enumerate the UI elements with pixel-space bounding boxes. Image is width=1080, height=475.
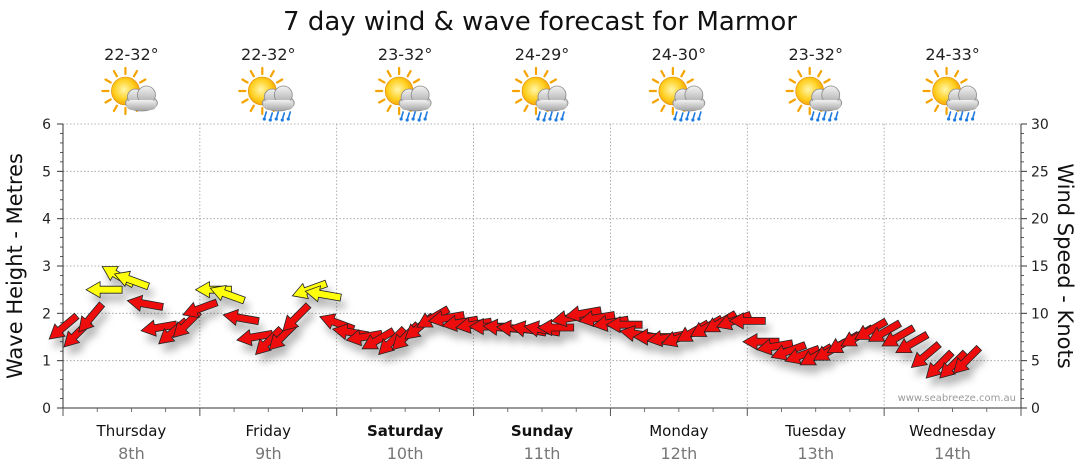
left-tick-label: 5 — [42, 164, 51, 180]
left-tick-label: 1 — [42, 354, 51, 370]
right-tick-label: 10 — [1031, 306, 1049, 322]
date-label: 9th — [255, 444, 282, 463]
right-tick-label: 15 — [1031, 259, 1049, 275]
temperature-range: 23-32° — [378, 45, 433, 64]
right-axis-label: Wind Speed - Knots — [1053, 163, 1077, 368]
date-label: 14th — [934, 444, 971, 463]
right-tick-label: 25 — [1031, 164, 1049, 180]
left-tick-label: 4 — [42, 212, 51, 228]
date-label: 8th — [118, 444, 145, 463]
daily-forecast-row: 22-32° 22-32° 23-32° 24-29° 24-30° 23-32° 24-3… — [101, 45, 980, 122]
wind-arrow — [605, 316, 643, 334]
day-label: Thursday — [96, 422, 167, 440]
sun-cloud-rain-icon — [511, 66, 569, 122]
wind-arrow — [282, 302, 312, 332]
day-label: Sunday — [511, 422, 574, 440]
wind-arrow — [728, 312, 766, 330]
wind-arrow — [222, 308, 260, 327]
wind-arrow — [536, 318, 575, 337]
wind-arrow — [48, 312, 80, 340]
right-tick-label: 0 — [1031, 401, 1040, 417]
chart-title: 7 day wind & wave forecast for Marmor — [283, 7, 797, 37]
wind-arrow — [126, 294, 164, 312]
grid-lines — [63, 123, 1021, 408]
right-tick-label: 20 — [1031, 212, 1049, 228]
wind-arrow — [78, 301, 106, 333]
date-label: 11th — [524, 444, 561, 463]
temperature-range: 24-29° — [515, 45, 570, 64]
wind-arrow — [416, 305, 451, 328]
right-tick-label: 30 — [1031, 117, 1049, 133]
sun-cloud-rain-icon — [238, 66, 295, 122]
left-tick-label: 0 — [42, 401, 51, 417]
wind-arrow — [895, 331, 930, 354]
wind-arrow-series — [48, 266, 983, 379]
wind-arrow — [361, 327, 396, 350]
wind-arrow — [925, 349, 955, 379]
wind-arrow — [854, 317, 889, 340]
date-label: 13th — [797, 444, 834, 463]
wind-arrow — [910, 341, 942, 369]
wind-arrow — [209, 284, 246, 305]
sun-cloud-icon — [101, 66, 158, 116]
right-axis-ticks: 0 5 10 15 20 25 30 — [1021, 117, 1049, 417]
left-tick-label: 3 — [42, 259, 51, 275]
sun-cloud-rain-icon — [785, 66, 843, 122]
date-label: 10th — [387, 444, 424, 463]
sun-cloud-rain-icon — [922, 66, 979, 122]
date-label: 12th — [660, 444, 697, 463]
wind-arrow — [113, 270, 151, 291]
wind-arrow — [952, 344, 983, 374]
right-tick-label: 5 — [1031, 354, 1040, 370]
temperature-range: 22-32° — [104, 45, 159, 64]
temperature-range: 22-32° — [241, 45, 296, 64]
wind-arrow — [304, 285, 342, 303]
wind-arrow — [881, 324, 916, 347]
watermark: www.seabreeze.com.au — [898, 393, 1016, 404]
wind-arrow — [85, 281, 123, 299]
day-label: Friday — [246, 422, 292, 440]
left-axis-label: Wave Height - Metres — [3, 153, 27, 379]
day-label: Tuesday — [784, 422, 846, 440]
temperature-range: 24-33° — [925, 45, 980, 64]
sun-cloud-rain-icon — [375, 66, 432, 122]
temperature-range: 24-30° — [652, 45, 707, 64]
wind-arrow — [770, 341, 808, 361]
left-tick-label: 2 — [42, 306, 51, 322]
day-label: Wednesday — [909, 422, 996, 440]
wind-arrow — [867, 319, 903, 342]
sun-cloud-rain-icon — [648, 66, 706, 122]
day-label: Monday — [649, 422, 708, 440]
left-axis-ticks: 0 1 2 3 4 5 6 — [42, 117, 63, 417]
day-label: Saturday — [367, 422, 444, 440]
x-axis-labels: Thursday 8th Friday 9th Saturday 10th Sunday 11… — [62, 408, 1022, 463]
left-tick-label: 6 — [42, 117, 51, 133]
wind-arrow — [182, 298, 219, 319]
temperature-range: 23-32° — [788, 45, 843, 64]
